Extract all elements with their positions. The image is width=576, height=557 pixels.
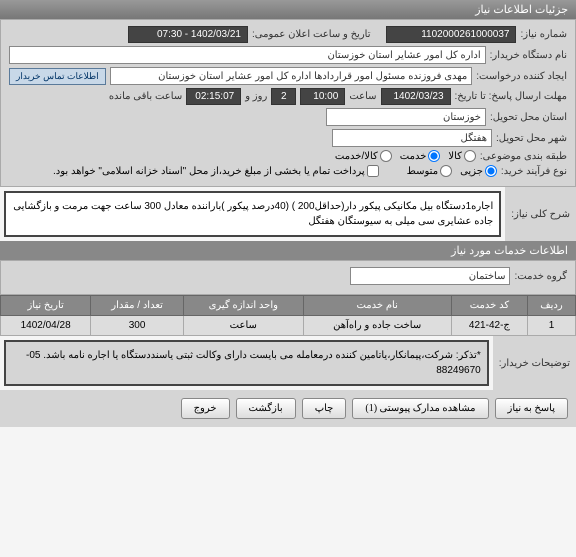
radio-minor[interactable]: جزیی (460, 165, 497, 177)
days-label: روز و (245, 91, 267, 102)
button-row: پاسخ به نیاز مشاهده مدارک پیوستی (1) چاپ… (0, 390, 576, 427)
td-name: ساخت جاده و راه‌آهن (303, 316, 451, 336)
radio-service-input[interactable] (428, 150, 440, 162)
form-section: شماره نیاز: 1102000261000037 تاریخ و ساع… (0, 19, 576, 187)
need-number-label: شماره نیاز: (520, 29, 567, 40)
table-header-row: ردیف کد خدمت نام خدمت واحد اندازه گیری ت… (1, 296, 576, 316)
buyer-field: اداره کل امور عشایر استان خوزستان (9, 46, 486, 64)
table-row[interactable]: 1 ج-42-421 ساخت جاده و راه‌آهن ساعت 300 … (1, 316, 576, 336)
announce-label: تاریخ و ساعت اعلان عمومی: (252, 29, 371, 40)
attachments-button[interactable]: مشاهده مدارک پیوستی (1) (352, 398, 488, 419)
radio-minor-input[interactable] (485, 165, 497, 177)
radio-medium[interactable]: متوسط (407, 165, 452, 177)
days-field: 2 (271, 88, 296, 105)
category-label: طبقه بندی موضوعی: (480, 151, 567, 162)
th-row: ردیف (528, 296, 576, 316)
deadline-label: مهلت ارسال پاسخ: تا تاریخ: (455, 91, 567, 102)
page-header: جزئیات اطلاعات نیاز (0, 0, 576, 19)
back-button[interactable]: بازگشت (236, 398, 296, 419)
purchase-radio-group: جزیی متوسط (407, 165, 497, 177)
city-field: هفتگل (332, 129, 492, 147)
desc-label: شرح کلی نیاز: (505, 187, 576, 241)
services-table: ردیف کد خدمت نام خدمت واحد اندازه گیری ت… (0, 295, 576, 336)
payment-checkbox[interactable] (367, 165, 379, 177)
radio-goods[interactable]: کالا (448, 150, 476, 162)
time-label: ساعت (349, 91, 376, 102)
announce-datetime-field: 1402/03/21 - 07:30 (128, 26, 248, 43)
radio-medium-input[interactable] (440, 165, 452, 177)
purchase-label: نوع فرآیند خرید: (501, 166, 567, 177)
contact-link[interactable]: اطلاعات تماس خریدار (9, 68, 106, 85)
radio-service-label: خدمت (400, 151, 427, 162)
need-number-field: 1102000261000037 (386, 26, 516, 43)
buyer-label: نام دستگاه خریدار: (490, 50, 567, 61)
remaining-time-field: 02:15:07 (186, 88, 241, 105)
deadline-time-field: 10:00 (300, 88, 345, 105)
requester-label: ایجاد کننده درخواست: (476, 71, 567, 82)
remaining-label: ساعت باقی مانده (109, 91, 182, 102)
radio-goods-label: کالا (448, 151, 462, 162)
radio-both[interactable]: کالا/خدمت (335, 150, 392, 162)
th-name: نام خدمت (303, 296, 451, 316)
radio-both-input[interactable] (380, 150, 392, 162)
radio-both-label: کالا/خدمت (335, 151, 378, 162)
respond-button[interactable]: پاسخ به نیاز (495, 398, 569, 419)
print-button[interactable]: چاپ (302, 398, 347, 419)
th-code: کد خدمت (451, 296, 527, 316)
exit-button[interactable]: خروج (181, 398, 230, 419)
td-unit: ساعت (183, 316, 303, 336)
group-label: گروه خدمت: (514, 271, 567, 282)
page-title: جزئیات اطلاعات نیاز (475, 4, 568, 16)
radio-medium-label: متوسط (407, 166, 438, 177)
radio-goods-input[interactable] (464, 150, 476, 162)
payment-note: پرداخت تمام یا بخشی از مبلغ خرید،از محل … (53, 166, 365, 177)
buyer-note-label: توضیحات خریدار: (493, 336, 576, 390)
requester-field: مهدی فروزنده مسئول امور قراردادها اداره … (110, 67, 473, 85)
td-qty: 300 (91, 316, 184, 336)
buyer-note-box: *تذکر: شرکت،پیمانکار،یاتامین کننده درمعا… (4, 340, 489, 386)
radio-minor-label: جزیی (460, 166, 483, 177)
category-radio-group: کالا خدمت کالا/خدمت (335, 150, 476, 162)
description-box: اجاره1دستگاه بیل مکانیکی پیکور دار(حداقل… (4, 191, 501, 237)
td-row: 1 (528, 316, 576, 336)
deadline-date-field: 1402/03/23 (381, 88, 451, 105)
th-unit: واحد اندازه گیری (183, 296, 303, 316)
services-section-title: اطلاعات خدمات مورد نیاز (0, 241, 576, 260)
province-label: استان محل تحویل: (490, 112, 567, 123)
city-label: شهر محل تحویل: (496, 133, 567, 144)
payment-checkbox-wrap[interactable]: پرداخت تمام یا بخشی از مبلغ خرید،از محل … (53, 165, 379, 177)
radio-service[interactable]: خدمت (400, 150, 441, 162)
td-code: ج-42-421 (451, 316, 527, 336)
th-date: تاریخ نیاز (1, 296, 91, 316)
group-field: ساختمان (350, 267, 510, 285)
province-field: خوزستان (326, 108, 486, 126)
th-qty: تعداد / مقدار (91, 296, 184, 316)
td-date: 1402/04/28 (1, 316, 91, 336)
